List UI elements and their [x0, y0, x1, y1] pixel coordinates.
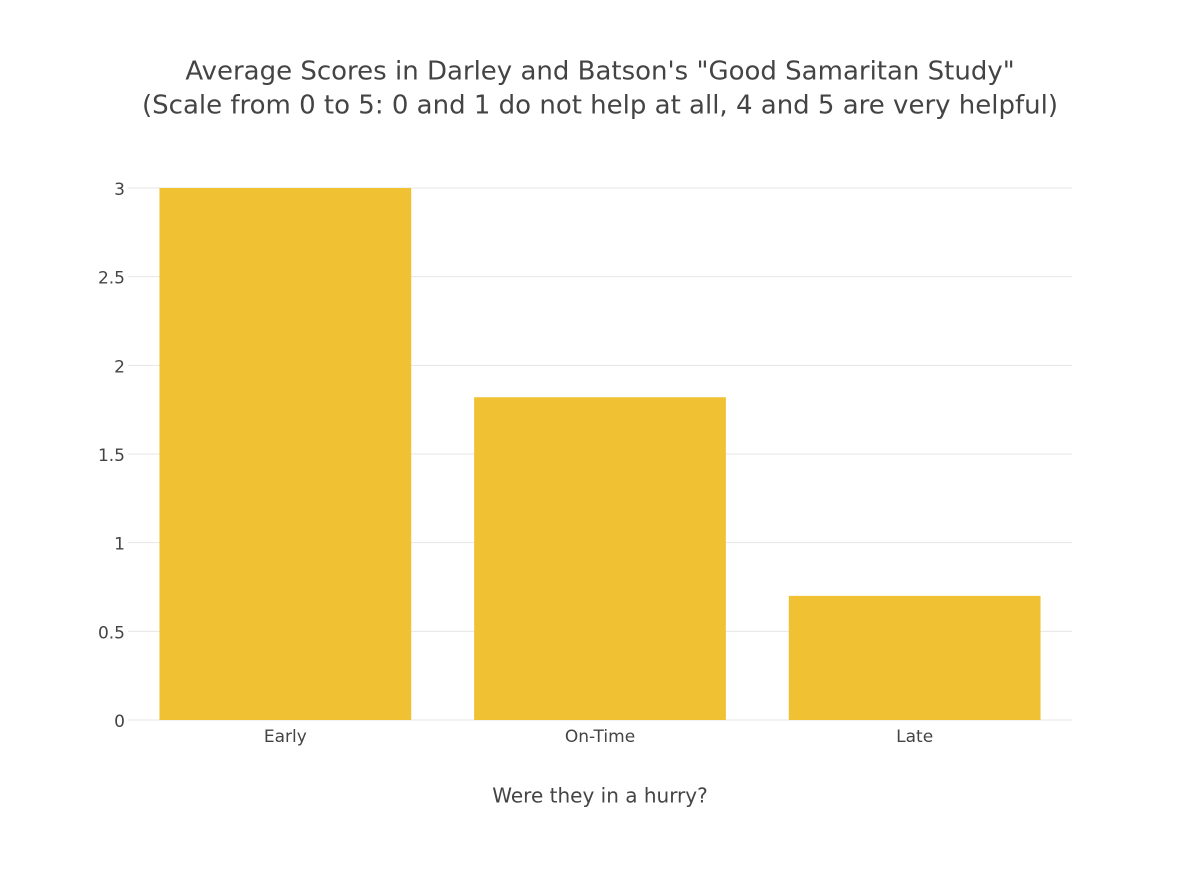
y-tick-label: 0 [114, 712, 125, 732]
y-tick-label: 3 [114, 180, 125, 200]
x-tick-label: Late [896, 727, 933, 747]
y-tick-label: 1 [114, 535, 125, 555]
bar [159, 188, 412, 720]
bar [474, 397, 726, 720]
x-tick-label: On-Time [565, 727, 635, 747]
chart-title: Average Scores in Darley and Batson's "G… [185, 57, 1014, 87]
x-axis-label: Were they in a hurry? [492, 784, 707, 808]
x-tick-label: Early [264, 727, 307, 747]
chart-subtitle: (Scale from 0 to 5: 0 and 1 do not help … [142, 91, 1058, 121]
y-tick-label: 2 [114, 357, 125, 377]
bar [788, 595, 1041, 720]
y-tick-label: 0.5 [98, 623, 125, 643]
y-tick-label: 2.5 [98, 269, 125, 289]
y-tick-label: 1.5 [98, 446, 125, 466]
